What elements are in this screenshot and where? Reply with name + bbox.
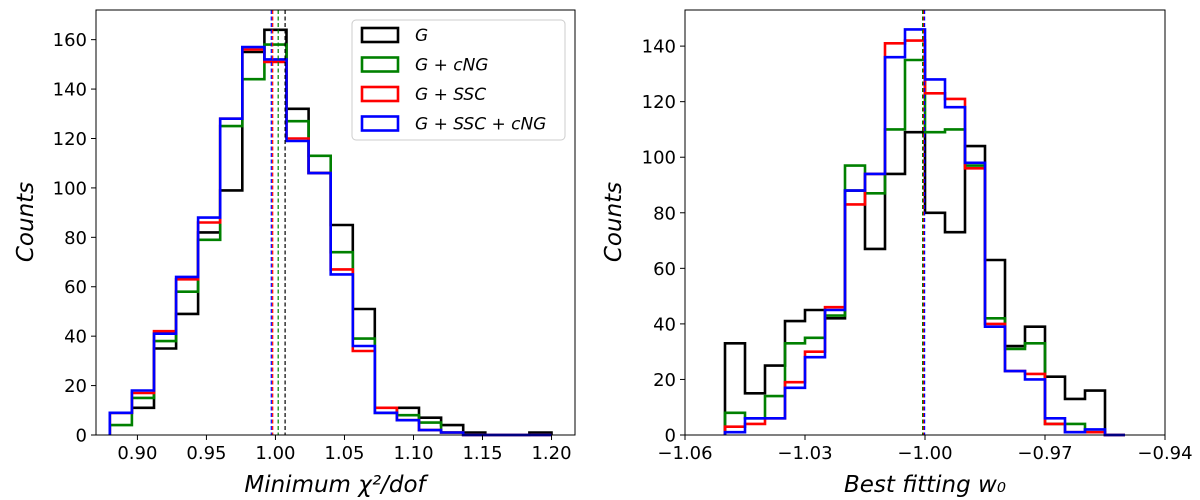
x-axis-label-left: Minimum χ²/dof [244, 472, 428, 498]
x-tick-label-right: −1.00 [897, 443, 952, 464]
legend-label-g-ssc: G + SSC [415, 85, 486, 105]
legend-swatch-g-ssc [360, 85, 400, 103]
x-tick-label-left: 1.00 [255, 443, 295, 464]
y-axis-label-left: Counts [13, 182, 39, 262]
y-tick-label-left: 160 [53, 30, 87, 51]
legend: G G + cNG G + SSC G + SSC + cNG [351, 19, 566, 141]
y-tick-label-right: 120 [642, 92, 676, 113]
y-tick-label-left: 140 [53, 80, 87, 101]
legend-label-g: G [415, 26, 428, 46]
y-tick-label-left: 40 [64, 327, 87, 348]
legend-label-g-ssc-cng: G + SSC + cNG [415, 115, 546, 135]
x-tick-label-right: −1.03 [777, 443, 832, 464]
histogram-series-g-ssc-cng-left [108, 45, 552, 437]
y-tick-label-left: 120 [53, 129, 87, 150]
y-tick-label-right: 40 [653, 314, 676, 335]
y-tick-label-left: 20 [64, 376, 87, 397]
legend-swatch-g [360, 26, 400, 44]
x-tick-label-left: 1.15 [462, 443, 502, 464]
x-tick-label-left: 0.95 [186, 443, 226, 464]
x-tick-label-right: −0.97 [1017, 443, 1072, 464]
y-axis-label-right: Counts [601, 182, 627, 262]
histogram-left: 0.90 0.95 1.00 1.05 1.10 1.15 1.20 0 20 40 60 80 10… [13, 9, 576, 498]
legend-swatch-g-cng [360, 56, 400, 73]
y-tick-label-left: 80 [64, 228, 87, 249]
x-tick-label-left: 1.05 [324, 443, 364, 464]
x-tick-label-left: 1.20 [531, 443, 571, 464]
legend-label-g-cng: G + cNG [415, 56, 488, 76]
y-tick-label-left: 60 [64, 277, 87, 298]
x-tick-label-right: −1.06 [657, 443, 712, 464]
y-tick-label-right: 140 [642, 37, 676, 58]
y-tick-label-right: 80 [653, 203, 676, 224]
x-tick-label-right: −0.94 [1137, 443, 1192, 464]
y-tick-label-right: 0 [665, 426, 676, 447]
y-tick-label-left: 0 [76, 426, 87, 447]
histogram-series-g-ssc-cng-right [723, 28, 1125, 437]
y-tick-label-left: 100 [53, 178, 87, 199]
y-tick-label-right: 100 [642, 148, 676, 169]
histogram-right: −1.06 −1.03 −1.00 −0.97 −0.94 0 20 40 60 80 100 12… [601, 9, 1193, 498]
legend-box [351, 19, 566, 141]
y-tick-label-right: 20 [653, 370, 676, 391]
axes-frame-left [95, 9, 576, 436]
y-tick-label-right: 60 [653, 259, 676, 280]
x-axis-label-right: Best fitting w₀ [844, 472, 1006, 498]
x-tick-label-left: 0.90 [117, 443, 157, 464]
legend-swatch-g-ssc-cng [360, 115, 400, 132]
x-tick-label-left: 1.10 [393, 443, 433, 464]
